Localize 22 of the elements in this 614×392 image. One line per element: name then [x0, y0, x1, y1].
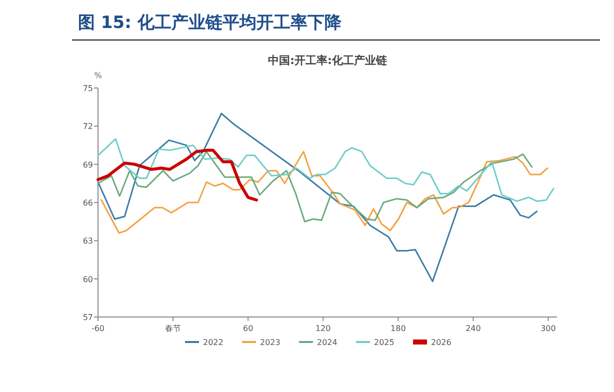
- x-tick-label: 120: [315, 324, 331, 333]
- y-tick-label: 63: [82, 236, 93, 246]
- legend-label: 2025: [374, 338, 394, 347]
- x-tick-label: 60: [242, 324, 254, 333]
- y-tick-label: 66: [82, 198, 93, 208]
- y-tick-label: 69: [82, 160, 93, 170]
- legend-label: 2022: [203, 338, 224, 347]
- legend-label: 2023: [260, 338, 280, 347]
- y-tick-label: 60: [82, 274, 93, 284]
- chart-title: 中国:开工率:化工产业链: [268, 54, 388, 67]
- y-tick-label: 72: [82, 122, 93, 132]
- x-tick-label: 180: [390, 324, 406, 333]
- x-tick-label: 春节: [165, 324, 182, 333]
- x-tick-label: 240: [466, 324, 481, 333]
- legend-label: 2024: [317, 338, 338, 347]
- x-tick-label: 300: [540, 324, 556, 333]
- y-axis-title: %: [94, 71, 102, 80]
- y-tick-label: 75: [82, 84, 93, 93]
- chart-subtitle: 图 15: 化工产业链平均开工率下降: [78, 13, 342, 33]
- legend-label: 2026: [431, 338, 452, 347]
- x-tick-label: -60: [91, 324, 105, 333]
- y-tick-label: 57: [82, 313, 93, 322]
